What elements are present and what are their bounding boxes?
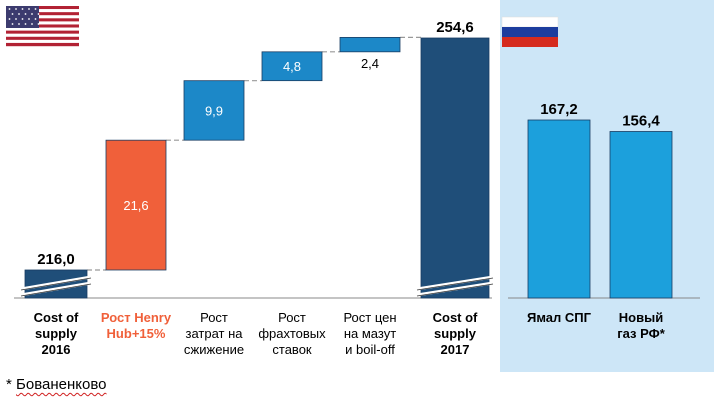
category-label-us-1: Рост Henry Hub+15% xyxy=(101,310,172,341)
category-label-russia-1: Новый газ РФ* xyxy=(617,310,665,341)
bar-us-3 xyxy=(261,51,323,82)
bar-russia-0 xyxy=(527,119,591,299)
cost-comparison-chart: 216,0 21,6 9,9 4,8 2,4 254,6 Cost of supply 201… xyxy=(6,0,714,372)
bar-us-2 xyxy=(183,80,245,141)
bar-russia-1 xyxy=(609,131,673,299)
value-label-us-4: 2,4 xyxy=(361,56,379,71)
value-label-russia-1: 156,4 xyxy=(622,112,660,129)
bar-us-5 xyxy=(420,37,490,299)
axis-break-line-0 xyxy=(20,283,92,297)
value-label-us-5: 254,6 xyxy=(436,19,474,36)
axis-break-0 xyxy=(20,275,92,291)
value-label-us-1: 21,6 xyxy=(123,198,148,213)
us-flag-icon xyxy=(6,6,79,47)
footnote: * Бованенково xyxy=(6,376,106,393)
bar-us-1 xyxy=(105,139,167,271)
axis-break-5 xyxy=(416,275,494,291)
axis-break-line-5 xyxy=(416,283,494,297)
axis-break-5 xyxy=(416,281,494,297)
category-label-us-0: Cost of supply 2016 xyxy=(34,310,79,357)
value-label-us-3: 4,8 xyxy=(283,59,301,74)
axis-break-0 xyxy=(20,281,92,297)
axis-break-line-5 xyxy=(416,277,494,291)
category-label-us-5: Cost of supply 2017 xyxy=(433,310,478,357)
bar-us-4 xyxy=(339,36,401,53)
value-label-russia-0: 167,2 xyxy=(540,101,578,118)
footnote-text: Бованенково xyxy=(16,376,107,393)
footnote-marker: * xyxy=(6,376,12,393)
category-label-us-4: Рост цен на мазут и boil-off xyxy=(343,310,396,357)
value-label-us-2: 9,9 xyxy=(205,103,223,118)
category-label-us-3: Рост фрахтовых ставок xyxy=(258,310,326,357)
russia-flag-icon xyxy=(501,16,559,47)
axis-break-line-0 xyxy=(20,277,92,291)
category-label-russia-0: Ямал СПГ xyxy=(527,310,592,325)
value-label-us-0: 216,0 xyxy=(37,251,75,268)
category-label-us-2: Рост затрат на сжижение xyxy=(184,310,244,357)
